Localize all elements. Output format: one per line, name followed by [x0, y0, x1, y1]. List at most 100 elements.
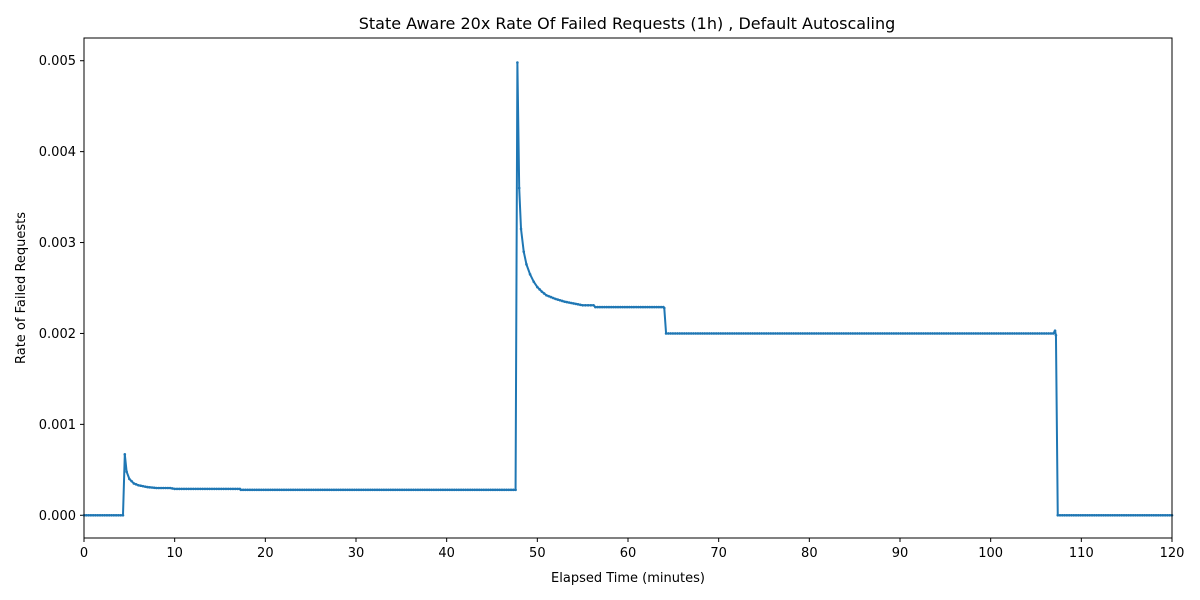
data-point	[171, 487, 174, 490]
data-point	[471, 488, 474, 492]
data-point	[536, 285, 539, 289]
data-point	[894, 332, 898, 335]
data-point	[1120, 513, 1124, 517]
data-point	[1131, 513, 1135, 517]
data-point	[128, 477, 131, 481]
data-point	[229, 487, 232, 491]
data-point	[723, 332, 727, 335]
chart-title: State Aware 20x Rate Of Failed Requests …	[359, 14, 896, 33]
data-point	[1058, 513, 1062, 517]
data-point	[291, 488, 295, 492]
data-point	[407, 488, 411, 492]
data-point	[703, 332, 707, 335]
data-point	[1015, 332, 1019, 335]
plot-area	[84, 38, 1172, 538]
data-point	[824, 332, 827, 335]
data-point	[767, 332, 770, 335]
data-point	[967, 332, 971, 335]
data-point	[409, 488, 413, 492]
x-tick-label: 0	[80, 546, 88, 561]
data-point	[1097, 513, 1101, 517]
data-point	[366, 488, 370, 492]
data-point	[282, 488, 286, 492]
data-point	[368, 488, 372, 492]
data-point	[1020, 332, 1023, 335]
data-point	[159, 486, 163, 490]
data-point	[794, 332, 798, 335]
data-point	[141, 484, 145, 488]
data-point	[698, 332, 702, 335]
y-tick-label: 0.003	[39, 236, 76, 251]
data-point	[323, 488, 327, 492]
data-point	[312, 488, 315, 492]
data-point	[572, 302, 575, 305]
data-point	[1079, 513, 1082, 517]
x-axis-label: Elapsed Time (minutes)	[551, 571, 705, 586]
data-point	[343, 488, 347, 492]
data-point	[1083, 513, 1087, 517]
data-point	[443, 488, 447, 492]
data-point	[598, 305, 602, 309]
data-point	[1125, 513, 1128, 517]
data-point	[1143, 513, 1146, 517]
data-point	[603, 305, 606, 309]
data-point	[1159, 513, 1162, 517]
data-point	[616, 305, 620, 309]
data-point	[844, 332, 848, 335]
data-point	[166, 486, 170, 490]
data-point	[516, 61, 519, 64]
data-point	[586, 303, 590, 307]
data-point	[1115, 513, 1119, 517]
data-point	[255, 488, 259, 492]
data-point	[612, 305, 615, 309]
data-point	[357, 488, 361, 492]
y-tick-label: 0.004	[39, 145, 76, 160]
data-point	[842, 332, 846, 335]
data-point	[954, 332, 957, 335]
x-tick-label: 30	[348, 546, 365, 561]
data-point	[502, 488, 506, 492]
data-point	[206, 487, 209, 491]
data-point	[558, 298, 562, 302]
data-point	[1024, 332, 1028, 335]
data-point	[908, 332, 912, 335]
data-point	[958, 332, 962, 335]
data-point	[98, 513, 102, 517]
data-point	[667, 332, 670, 335]
data-point	[91, 513, 95, 517]
data-point	[1168, 513, 1172, 517]
data-point	[1102, 513, 1105, 517]
data-point	[751, 332, 754, 335]
data-point	[87, 513, 90, 517]
data-point	[1141, 513, 1144, 517]
data-point	[901, 332, 905, 335]
data-point	[801, 332, 805, 335]
data-point	[157, 486, 161, 490]
data-point	[403, 488, 406, 492]
data-point	[1166, 513, 1169, 517]
data-point	[878, 332, 882, 335]
data-point	[560, 299, 564, 303]
data-point	[730, 332, 734, 335]
data-point	[899, 332, 902, 335]
data-point	[1109, 513, 1112, 517]
data-point	[199, 487, 202, 491]
data-point	[664, 332, 668, 335]
data-point	[364, 488, 368, 492]
data-point	[269, 488, 272, 492]
data-point	[614, 305, 618, 309]
data-point	[1061, 513, 1064, 517]
data-point	[1054, 333, 1058, 337]
data-point	[130, 479, 133, 483]
data-point	[924, 332, 927, 335]
data-point	[215, 487, 218, 491]
data-point	[999, 332, 1003, 335]
data-point	[1013, 332, 1016, 335]
data-point	[972, 332, 975, 335]
data-point	[885, 332, 889, 335]
data-point	[213, 487, 216, 491]
data-point	[462, 488, 465, 492]
data-point	[565, 300, 569, 304]
data-point	[933, 332, 937, 335]
data-point	[607, 305, 611, 309]
